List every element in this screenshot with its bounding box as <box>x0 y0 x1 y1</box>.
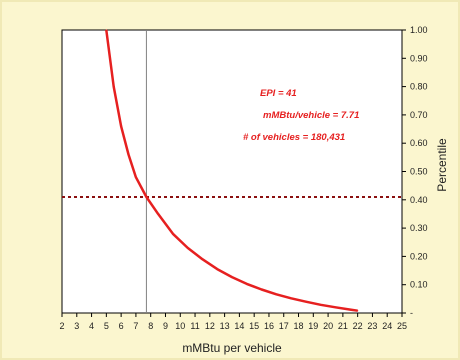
x-tick-label: 19 <box>308 321 318 331</box>
x-tick-label: 23 <box>367 321 377 331</box>
data-point <box>172 233 174 235</box>
x-tick-label: 22 <box>353 321 363 331</box>
data-point <box>246 283 248 285</box>
data-point <box>349 309 351 311</box>
data-point <box>120 125 122 127</box>
y-tick-label: 1.00 <box>410 25 428 35</box>
annotation-mmbtu: mMBtu/vehicle = 7.71 <box>263 110 359 121</box>
y-axis-title: Percentile <box>435 138 449 192</box>
y-tick-label: - <box>410 308 413 318</box>
x-tick-label: 18 <box>294 321 304 331</box>
x-axis-title: mMBtu per vehicle <box>182 341 282 355</box>
reference-lines <box>62 30 402 313</box>
y-tick-label: 0.10 <box>410 280 428 290</box>
x-tick-label: 20 <box>323 321 333 331</box>
x-tick-label: 10 <box>175 321 185 331</box>
data-point <box>113 86 115 88</box>
x-tick-label: 7 <box>133 321 138 331</box>
y-tick-label: 0.60 <box>410 138 428 148</box>
x-axis-ticks: 2 3 4 5 6 7 8 9 10 11 12 13 14 15 16 17 18 19 20 21 22 23 24 25 <box>59 313 407 331</box>
x-tick-label: 4 <box>89 321 94 331</box>
data-point <box>231 276 233 278</box>
y-tick-label: 0.70 <box>410 110 428 120</box>
x-tick-label: 8 <box>148 321 153 331</box>
data-point <box>216 268 218 270</box>
data-point <box>187 247 189 249</box>
data-point <box>320 304 322 306</box>
y-tick-label: 0.20 <box>410 251 428 261</box>
x-tick-label: 24 <box>382 321 392 331</box>
x-tick-label: 13 <box>220 321 230 331</box>
data-point <box>145 196 148 198</box>
y-tick-label: 0.90 <box>410 53 428 63</box>
data-point <box>157 213 159 215</box>
data-point <box>201 258 204 260</box>
annotation-vehicles: # of vehicles = 180,431 <box>243 132 345 143</box>
data-point <box>105 29 107 31</box>
x-tick-label: 5 <box>104 321 109 331</box>
data-point <box>275 293 277 295</box>
x-tick-label: 16 <box>264 321 274 331</box>
x-tick-label: 15 <box>249 321 259 331</box>
series-layer <box>105 29 359 312</box>
y-tick-label: 0.40 <box>410 195 428 205</box>
x-tick-label: 17 <box>279 321 289 331</box>
x-tick-label: 2 <box>59 321 64 331</box>
x-tick-label: 14 <box>234 321 244 331</box>
y-axis-ticks: - 0.10 0.20 0.30 0.40 0.50 0.60 0.70 0.80 0.90 1.0… <box>402 25 428 318</box>
annotation-epi: EPI = 41 <box>260 88 297 99</box>
x-tick-label: 6 <box>119 321 124 331</box>
data-point <box>135 176 137 178</box>
plot-area <box>61 29 403 314</box>
data-point <box>290 297 292 299</box>
x-tick-label: 3 <box>74 321 79 331</box>
data-point <box>127 153 130 156</box>
x-tick-label: 9 <box>163 321 168 331</box>
data-point <box>305 301 307 303</box>
data-point <box>357 310 359 312</box>
x-tick-label: 12 <box>205 321 215 331</box>
y-tick-label: 0.50 <box>410 167 428 177</box>
data-point <box>260 288 263 291</box>
x-tick-label: 25 <box>397 321 407 331</box>
y-tick-label: 0.80 <box>410 82 428 92</box>
data-point <box>334 306 337 308</box>
y-tick-label: 0.30 <box>410 223 428 233</box>
x-tick-label: 21 <box>338 321 348 331</box>
x-tick-label: 11 <box>190 321 199 331</box>
